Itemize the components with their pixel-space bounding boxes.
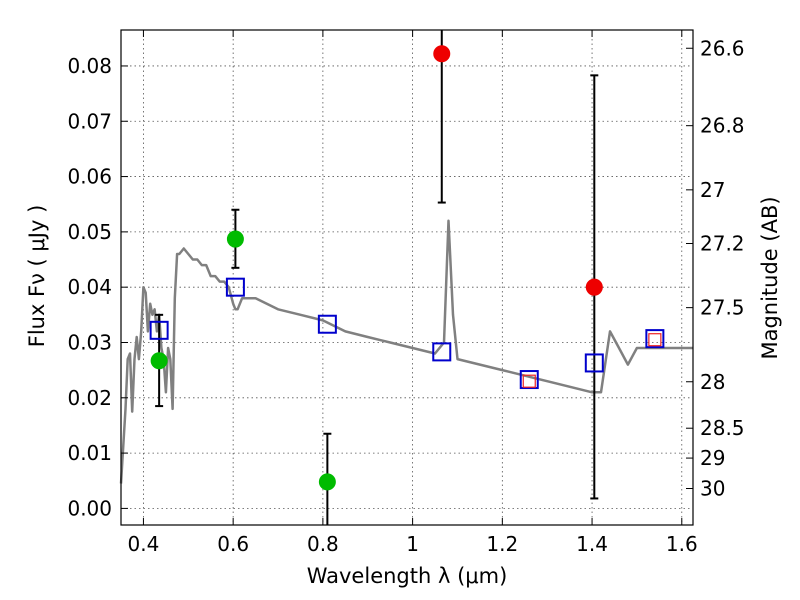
model-square-marker (519, 370, 539, 390)
magnitude-tick-label: 27.5 (700, 296, 745, 320)
magnitude-tick-label: 28 (700, 370, 725, 394)
magnitude-tick-label: 30 (700, 476, 725, 500)
y-tick-label: 0.02 (67, 386, 112, 410)
red-data-point (585, 278, 603, 296)
sed-model-line (119, 219, 693, 484)
model-square-marker-red (522, 374, 536, 388)
x-tick-label: 0.8 (307, 532, 339, 556)
y-tick-label: 0.05 (67, 220, 112, 244)
y-tick-label: 0.03 (67, 330, 112, 354)
y-tick-label: 0.00 (67, 496, 112, 520)
magnitude-tick-label: 28.5 (700, 416, 745, 440)
green-data-point (150, 352, 168, 370)
model-square-marker (149, 320, 169, 340)
magnitude-tick-label: 27 (700, 178, 725, 202)
y-tick-label: 0.01 (67, 441, 112, 465)
axes-ticks: 0.4 0.6 0.8 1 1.2 1.4 1.6 0.00 0.01 0.02 0.03 0.04 0… (67, 30, 745, 556)
y-axis-title: Flux Fν ( μJy ) (25, 205, 49, 348)
y-tick-label: 0.06 (67, 165, 112, 189)
grid (121, 30, 693, 525)
magnitude-tick-label: 27.2 (700, 231, 745, 255)
x-tick-label: 1 (406, 532, 419, 556)
model-square-marker (645, 329, 665, 349)
red-data-point (433, 45, 451, 63)
x-tick-label: 0.6 (217, 532, 249, 556)
green-data-point (226, 230, 244, 248)
x-axis-title: Wavelength λ (μm) (307, 564, 508, 588)
y-tick-label: 0.07 (67, 109, 112, 133)
magnitude-tick-label: 26.8 (700, 114, 745, 138)
magnitude-tick-label: 26.6 (700, 36, 745, 60)
y-tick-label: 0.08 (67, 54, 112, 78)
x-tick-label: 1.6 (666, 532, 698, 556)
plot-area (119, 30, 693, 525)
model-square-marker (225, 277, 245, 297)
model-square-marker (432, 342, 452, 362)
green-data-point (318, 473, 336, 491)
y-axis-right-title: Magnitude (AB) (758, 196, 782, 359)
model-square-marker (584, 353, 604, 373)
x-tick-label: 0.4 (128, 532, 160, 556)
x-tick-label: 1.2 (486, 532, 518, 556)
model-square-marker (317, 314, 337, 334)
model-square-marker-red (648, 333, 662, 347)
magnitude-tick-label: 29 (700, 446, 725, 470)
plot-frame (120, 29, 694, 526)
y-tick-label: 0.04 (67, 275, 112, 299)
x-tick-label: 1.4 (576, 532, 608, 556)
